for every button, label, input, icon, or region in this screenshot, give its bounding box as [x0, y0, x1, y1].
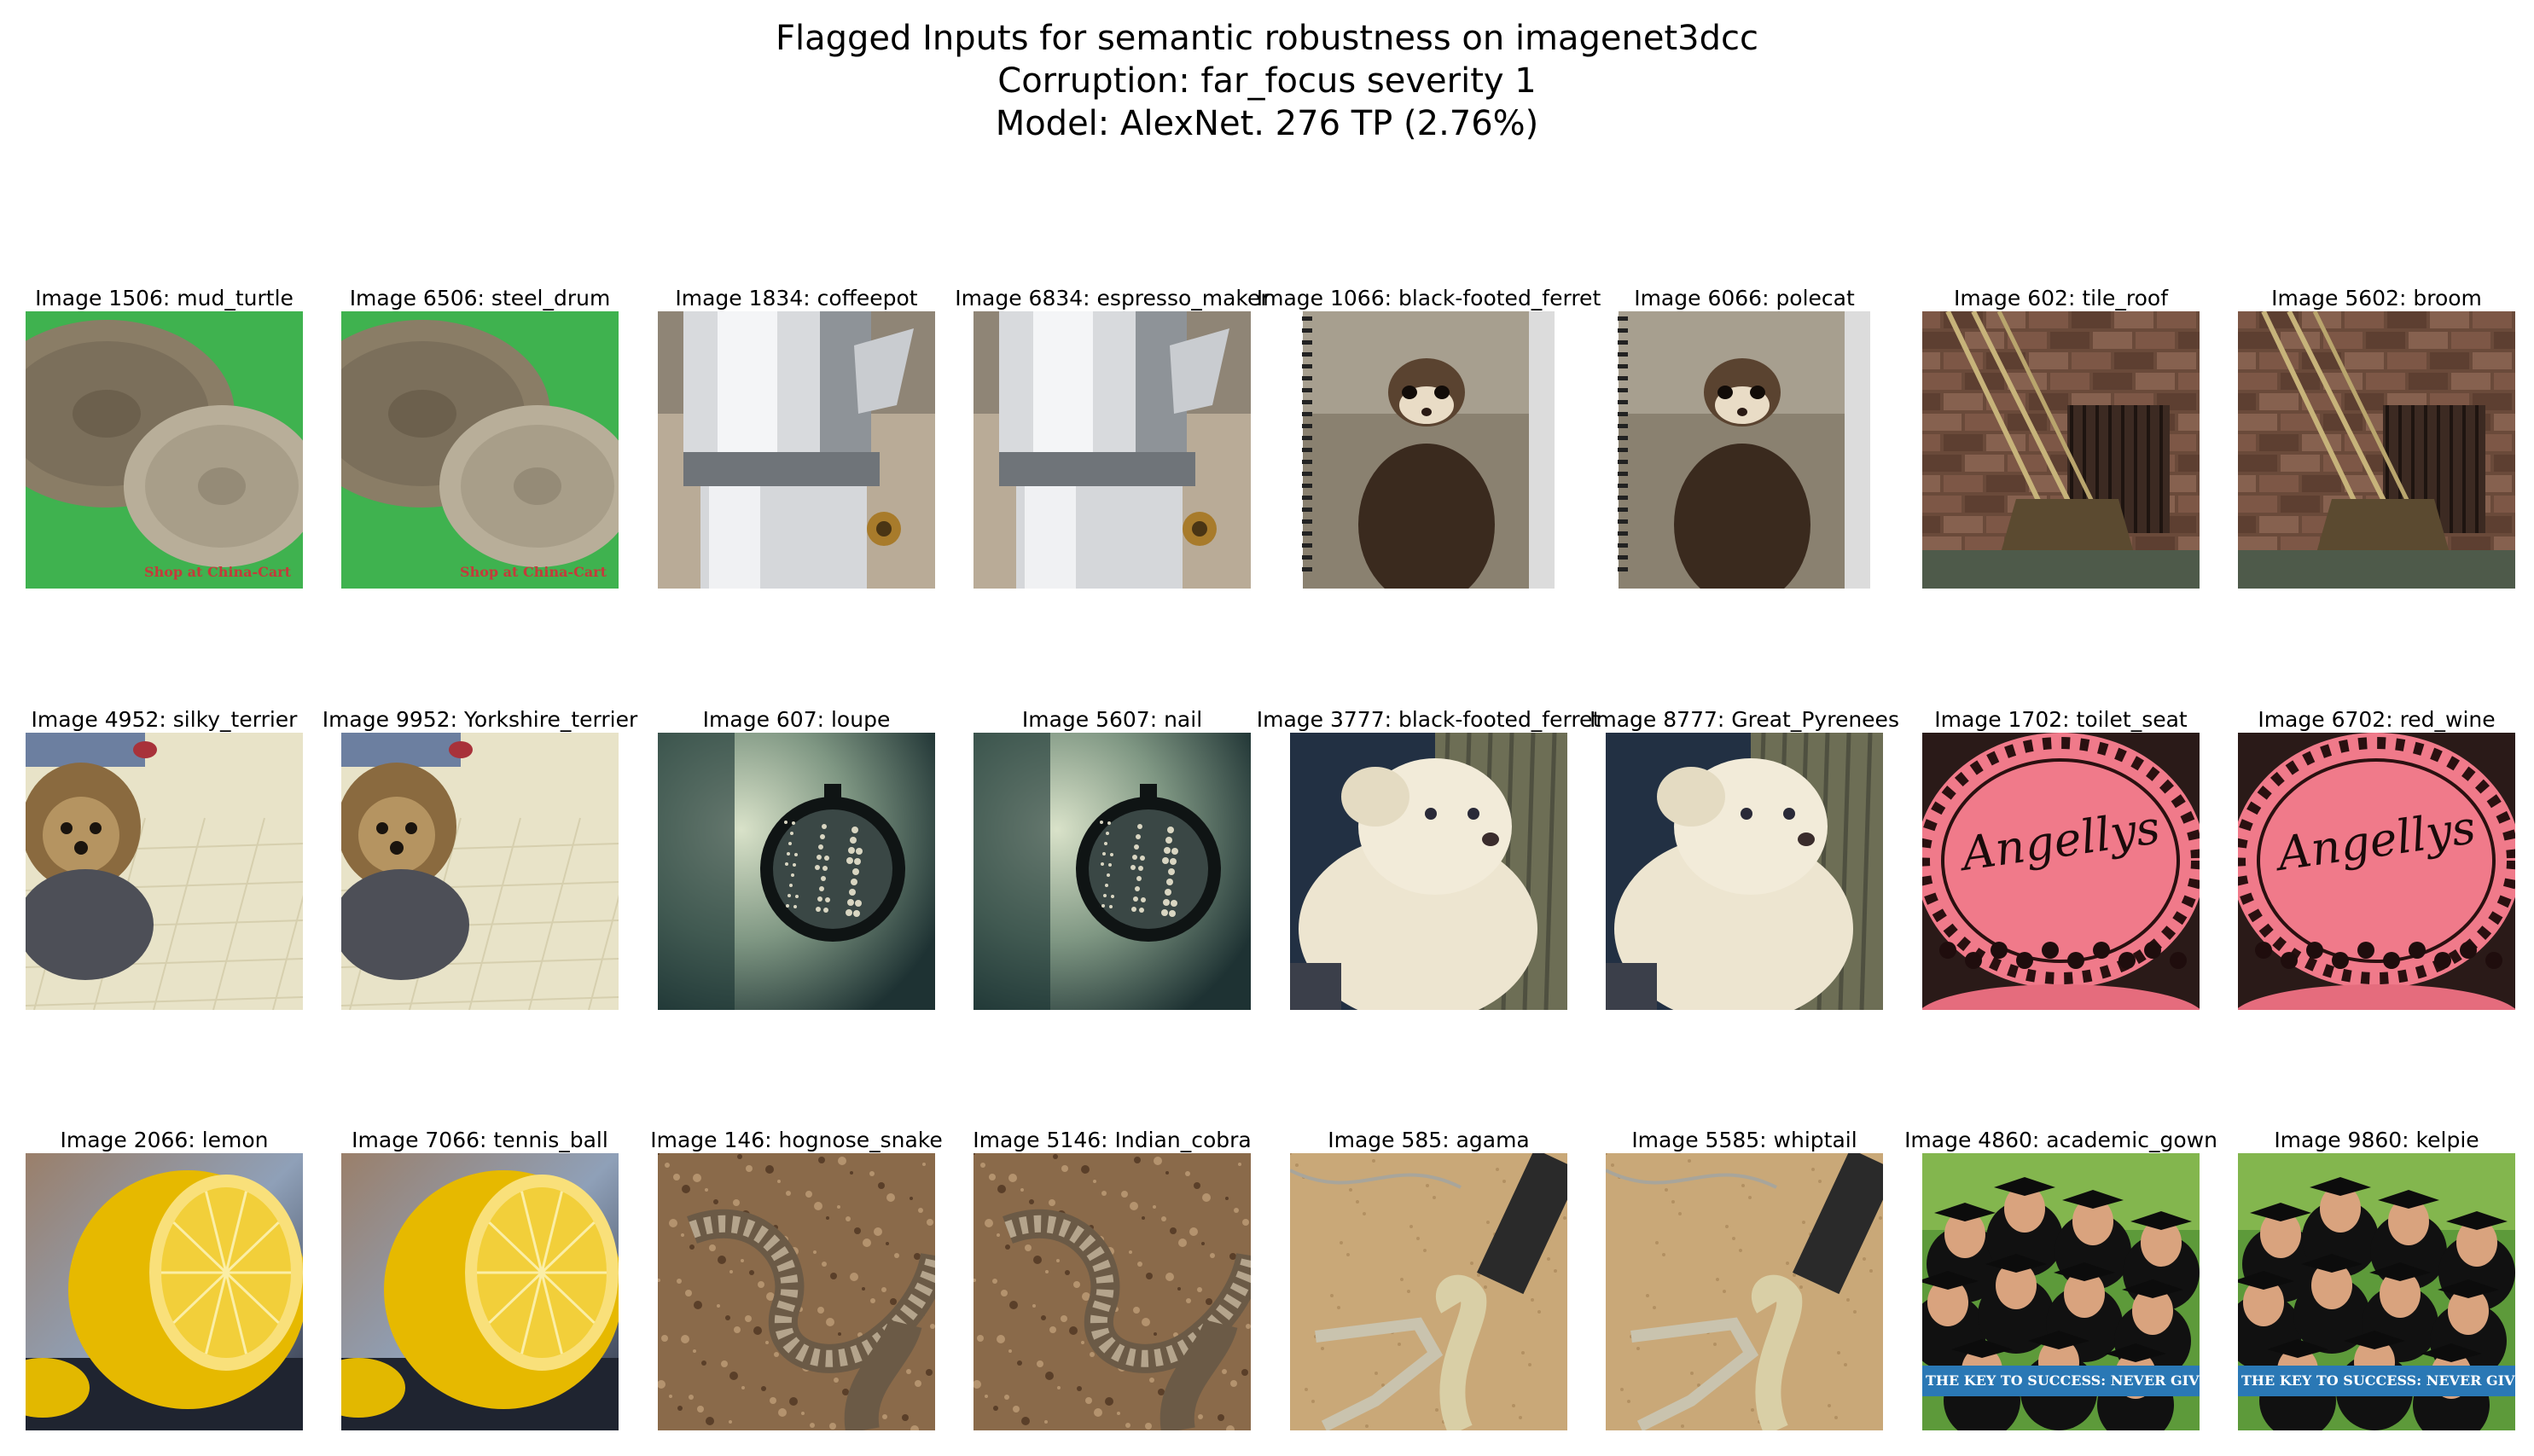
watermark: Shop at China-Cart	[144, 564, 291, 580]
image-caption: Image 1702: toilet_seat	[1934, 707, 2188, 732]
image-thumbnail	[658, 311, 935, 589]
image-thumbnail	[973, 733, 1251, 1010]
image-caption: Image 5607: nail	[1021, 707, 1203, 732]
image-thumbnail	[26, 1153, 303, 1430]
image-caption: Image 146: hognose_snake	[650, 1128, 943, 1152]
image-thumbnail	[2238, 311, 2515, 589]
image-thumbnail: Shop at China-Cart	[26, 311, 303, 589]
image-caption: Image 6506: steel_drum	[349, 286, 611, 310]
title-line-3: Model: AlexNet. 276 TP (2.76%)	[995, 104, 1539, 143]
image-caption: Image 9860: kelpie	[2274, 1128, 2479, 1152]
image-caption: Image 3777: black-footed_ferret	[1256, 707, 1601, 732]
image-caption: Image 6066: polecat	[1634, 286, 1855, 310]
figure-title: Flagged Inputs for semantic robustness o…	[0, 17, 2534, 145]
image-caption: Image 6834: espresso_maker	[955, 286, 1270, 310]
title-line-2: Corruption: far_focus severity 1	[997, 61, 1537, 101]
image-caption: Image 607: loupe	[702, 707, 891, 732]
image-thumbnail: Angellys	[2238, 733, 2515, 1010]
image-caption: Image 1834: coffeepot	[675, 286, 918, 310]
image-thumbnail	[1922, 311, 2200, 589]
image-thumbnail	[1606, 1153, 1883, 1430]
title-line-1: Flagged Inputs for semantic robustness o…	[775, 19, 1758, 58]
image-thumbnail	[658, 1153, 935, 1430]
image-thumbnail	[341, 733, 619, 1010]
image-thumbnail: THE KEY TO SUCCESS: NEVER GIVE UP	[1922, 1153, 2200, 1430]
image-caption: Image 2066: lemon	[60, 1128, 269, 1152]
image-thumbnail	[26, 733, 303, 1010]
image-caption: Image 5602: broom	[2271, 286, 2482, 310]
image-thumbnail: THE KEY TO SUCCESS: NEVER GIVE UP	[2238, 1153, 2515, 1430]
banner: THE KEY TO SUCCESS: NEVER GIVE UP	[1922, 1366, 2200, 1396]
image-thumbnail	[1290, 1153, 1567, 1430]
watermark: Shop at China-Cart	[460, 564, 607, 580]
image-thumbnail	[1606, 733, 1883, 1010]
image-caption: Image 5146: Indian_cobra	[973, 1128, 1252, 1152]
image-thumbnail	[1606, 311, 1883, 589]
image-thumbnail	[341, 1153, 619, 1430]
image-caption: Image 4952: silky_terrier	[31, 707, 298, 732]
image-caption: Image 5585: whiptail	[1631, 1128, 1857, 1152]
banner: THE KEY TO SUCCESS: NEVER GIVE UP	[2238, 1366, 2515, 1396]
image-thumbnail	[658, 733, 935, 1010]
image-caption: Image 4860: academic_gown	[1904, 1128, 2217, 1152]
image-thumbnail: Angellys	[1922, 733, 2200, 1010]
image-thumbnail: Shop at China-Cart	[341, 311, 619, 589]
image-thumbnail	[973, 311, 1251, 589]
image-thumbnail	[1290, 311, 1567, 589]
image-caption: Image 9952: Yorkshire_terrier	[322, 707, 638, 732]
image-caption: Image 6702: red_wine	[2258, 707, 2496, 732]
image-caption: Image 1066: black-footed_ferret	[1256, 286, 1601, 310]
image-caption: Image 8777: Great_Pyrenees	[1590, 707, 1899, 732]
image-caption: Image 7066: tennis_ball	[352, 1128, 608, 1152]
image-thumbnail	[973, 1153, 1251, 1430]
image-thumbnail	[1290, 733, 1567, 1010]
image-caption: Image 585: agama	[1328, 1128, 1530, 1152]
image-caption: Image 602: tile_roof	[1953, 286, 2169, 310]
image-caption: Image 1506: mud_turtle	[35, 286, 294, 310]
